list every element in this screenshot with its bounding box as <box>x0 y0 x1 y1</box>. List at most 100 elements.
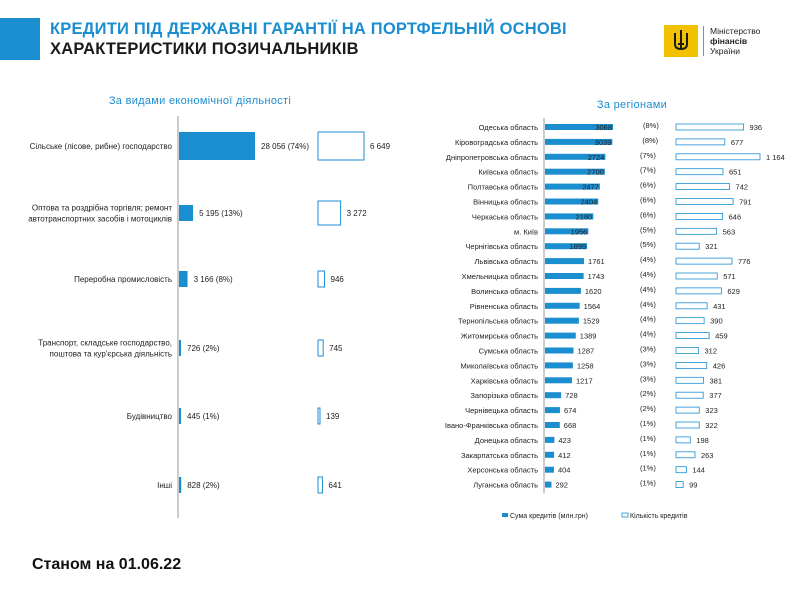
amount-value-label: 828 (2%) <box>187 481 220 490</box>
amount-bar <box>545 168 605 175</box>
share-label: (3%) <box>640 345 656 354</box>
region-label: Хмельницька область <box>462 272 538 281</box>
category-label: Сільське (лісове, рибне) господарство <box>30 142 173 151</box>
count-value-label: 198 <box>696 436 709 445</box>
share-label: (8%) <box>642 136 658 145</box>
count-value-label: 745 <box>329 344 343 353</box>
region-label: Миколаївська область <box>461 361 539 370</box>
amount-bar <box>545 332 576 339</box>
logo-text-line1: Міністерство <box>710 26 761 36</box>
count-bar <box>675 466 687 474</box>
amount-value-label: 1620 <box>585 287 602 296</box>
amount-value-label: 1761 <box>588 257 605 266</box>
amount-value-label: 728 <box>565 391 578 400</box>
category-label: Інші <box>157 481 172 490</box>
count-value-label: 641 <box>328 481 342 490</box>
amount-bar <box>545 422 560 428</box>
count-value-label: 629 <box>727 287 740 296</box>
share-label: (4%) <box>640 300 656 309</box>
amount-value-label: 5 195 (13%) <box>199 209 243 218</box>
count-bar <box>675 138 726 146</box>
amount-bar <box>545 407 560 414</box>
amount-value-label: 668 <box>564 421 577 430</box>
count-value-label: 426 <box>713 361 726 370</box>
amount-bar <box>179 205 194 221</box>
amount-value-label: 3068 <box>595 123 612 132</box>
report-date: Станом на 01.06.22 <box>32 556 182 573</box>
count-bar <box>675 347 699 354</box>
amount-value-label: 423 <box>558 436 571 445</box>
count-bar <box>675 406 700 414</box>
amount-bar <box>545 228 589 235</box>
amount-value-label: 1389 <box>580 332 597 341</box>
amount-value-label: 2404 <box>581 198 598 207</box>
region-label: Донецька область <box>475 436 538 445</box>
count-value-label: 431 <box>713 302 726 311</box>
page-title: КРЕДИТИ ПІД ДЕРЖАВНІ ГАРАНТІЇ НА ПОРТФЕЛ… <box>50 20 567 38</box>
share-label: (6%) <box>640 181 656 190</box>
share-label: (8%) <box>643 121 659 130</box>
region-label: Харківська область <box>471 376 538 385</box>
count-bar <box>675 436 691 444</box>
amount-bar <box>545 287 581 294</box>
region-label: Рівненська область <box>470 302 538 311</box>
count-bar <box>675 287 722 295</box>
chart-title: За видами економічної діяльності <box>109 95 291 107</box>
count-value-label: 99 <box>689 481 697 490</box>
amount-bar <box>545 183 600 190</box>
amount-value-label: 1743 <box>588 272 605 281</box>
amount-value-label: 3039 <box>595 138 612 147</box>
share-label: (6%) <box>640 196 656 205</box>
amount-value-label: 1529 <box>583 317 600 326</box>
amount-bar <box>545 213 594 220</box>
amount-bar <box>545 258 585 265</box>
count-bar <box>317 270 326 288</box>
amount-bar <box>545 317 579 324</box>
count-value-label: 6 649 <box>370 142 391 151</box>
count-bar <box>675 183 730 190</box>
share-label: (2%) <box>640 389 656 398</box>
amount-value-label: 726 (2%) <box>187 344 220 353</box>
count-value-label: 312 <box>705 347 718 356</box>
amount-value-label: 292 <box>555 481 568 490</box>
amount-bar <box>179 408 181 424</box>
share-label: (2%) <box>640 404 656 413</box>
count-value-label: 139 <box>326 412 340 421</box>
amount-value-label: 1899 <box>569 242 586 251</box>
amount-value-label: 1287 <box>578 347 595 356</box>
share-label: (4%) <box>640 315 656 324</box>
count-value-label: 742 <box>736 183 749 192</box>
amount-bar <box>545 377 572 384</box>
amount-value-label: 1956 <box>571 227 588 236</box>
region-label: Кіровоградська область <box>455 138 538 147</box>
region-label: Сумська область <box>479 347 538 356</box>
region-label: Одеська область <box>479 123 538 132</box>
legend-count-swatch <box>621 512 629 518</box>
count-value-label: 322 <box>705 421 718 430</box>
count-value-label: 936 <box>750 123 763 132</box>
amount-bar <box>545 198 599 205</box>
count-value-label: 571 <box>723 272 736 281</box>
count-value-label: 677 <box>731 138 744 147</box>
share-label: (1%) <box>640 434 656 443</box>
amount-value-label: 2700 <box>587 168 604 177</box>
count-value-label: 646 <box>729 212 742 221</box>
share-label: (1%) <box>640 464 656 473</box>
region-label: Чернівецька область <box>465 406 538 415</box>
amount-bar <box>179 271 188 287</box>
amount-bar <box>545 466 554 473</box>
region-label: Київська область <box>478 168 538 177</box>
category-label: поштова та кур'єрська діяльність <box>50 350 172 359</box>
legend-amount-label: Сума кредитів (млн.грн) <box>510 512 588 520</box>
region-label: Чернігівська область <box>465 242 538 251</box>
count-value-label: 323 <box>705 406 718 415</box>
count-bar <box>317 339 324 357</box>
share-label: (3%) <box>640 374 656 383</box>
share-label: (5%) <box>640 225 656 234</box>
amount-value-label: 1564 <box>584 302 601 311</box>
count-bar <box>675 198 734 205</box>
amount-value-label: 28 056 (74%) <box>261 142 309 151</box>
count-bar <box>675 391 704 399</box>
share-label: (7%) <box>640 151 656 160</box>
count-bar <box>317 200 342 226</box>
